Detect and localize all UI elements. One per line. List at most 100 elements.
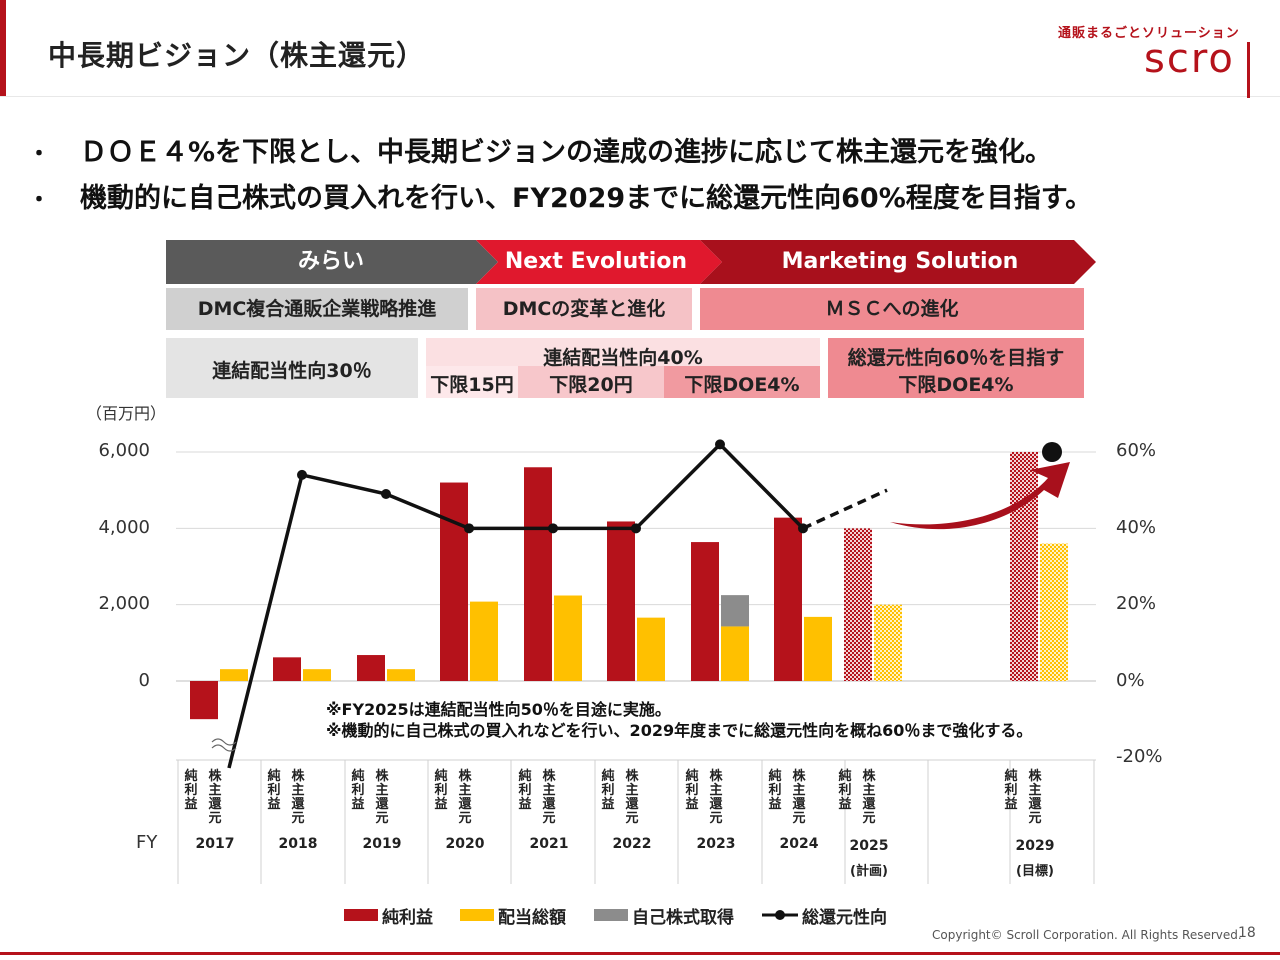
bar-label-shareholder-return: 主 — [291, 782, 304, 798]
bar-label-shareholder-return: 還 — [291, 796, 305, 812]
bar-label-shareholder-return: 元 — [709, 811, 722, 826]
bar-label-shareholder-return: 元 — [208, 811, 221, 826]
unit-label: （百万円） — [86, 404, 167, 423]
logo-tagline: 通販まるごとソリューション — [1058, 26, 1240, 41]
y-tick-left: 0 — [138, 670, 150, 691]
bullet-mark: ・ — [28, 142, 51, 167]
policy-box-2c — [664, 366, 820, 398]
bar-label-net-income: 純 — [601, 768, 614, 784]
bar-label-net-income: 利 — [685, 782, 698, 798]
logo-bar — [1247, 42, 1250, 98]
bar-net-income-2029 — [1010, 452, 1038, 681]
bar-buyback-2023 — [721, 595, 749, 627]
copyright-text: Copyright© Scroll Corporation. All Right… — [932, 928, 1242, 942]
bar-label-net-income: 利 — [267, 782, 280, 798]
policy-sublabel: 下限15円 — [430, 374, 514, 396]
bar-label-shareholder-return: 還 — [458, 796, 472, 812]
axis-break-marker — [211, 738, 237, 752]
bar-label-net-income: 益 — [267, 796, 280, 812]
bar-dividend-2018 — [303, 669, 331, 681]
bar-net-income-2021 — [524, 467, 552, 681]
page-title: 中長期ビジョン（株主還元） — [48, 39, 426, 72]
header-divider — [0, 96, 1280, 97]
growth-arrow — [890, 462, 1070, 530]
strategy-label: DMC複合通販企業戦略推進 — [197, 298, 437, 320]
bullet-mark: ・ — [28, 188, 51, 213]
bar-label-shareholder-return: 還 — [709, 796, 723, 812]
chevron-label: みらい — [297, 249, 364, 274]
point-payout-2023 — [715, 439, 725, 450]
strategy-box-3 — [700, 288, 1084, 330]
chevron-label: Next Evolution — [504, 249, 688, 274]
bar-dividend-2022 — [637, 617, 665, 681]
bar-label-shareholder-return: 株 — [625, 768, 639, 784]
bar-label-shareholder-return: 元 — [862, 811, 875, 826]
bar-label-shareholder-return: 主 — [542, 782, 555, 798]
company-logo: scro — [1144, 36, 1235, 82]
bar-label-shareholder-return: 元 — [792, 811, 805, 826]
bullet-text: 機動的に自己株式の買入れを行い、FY2029までに総還元性向60%程度を目指す。 — [80, 183, 1093, 214]
bar-label-shareholder-return: 還 — [862, 796, 876, 812]
bar-net-income-2019 — [357, 655, 385, 681]
bar-label-net-income: 益 — [434, 796, 447, 812]
y-tick-left: 2,000 — [98, 593, 150, 614]
bar-label-net-income: 純 — [838, 768, 851, 784]
legend-swatch — [460, 909, 494, 921]
bar-label-shareholder-return: 元 — [625, 811, 638, 826]
bar-label-net-income: 益 — [601, 796, 614, 812]
bar-dividend-2024 — [804, 616, 832, 681]
x-tick-year: 2020 — [446, 836, 485, 852]
bar-dividend-2023 — [721, 626, 749, 681]
bar-label-net-income: 益 — [685, 796, 698, 812]
bullet-item: ・ 機動的に自己株式の買入れを行い、FY2029までに総還元性向60%程度を目指す… — [28, 176, 1092, 215]
legend-swatch — [594, 909, 628, 921]
bar-label-shareholder-return: 還 — [1028, 796, 1042, 812]
x-tick-year: 2019 — [363, 836, 402, 852]
bar-label-shareholder-return: 主 — [625, 782, 638, 798]
bar-label-shareholder-return: 株 — [1028, 768, 1042, 784]
policy-label: 連結配当性向40% — [543, 347, 703, 369]
bar-label-shareholder-return: 還 — [792, 796, 806, 812]
bar-dividend-2017 — [220, 669, 248, 681]
chart-note: ※FY2025は連結配当性向50％を目途に実施。 — [326, 700, 671, 719]
bar-label-shareholder-return: 株 — [792, 768, 806, 784]
bar-label-net-income: 益 — [518, 796, 531, 812]
bar-label-shareholder-return: 主 — [792, 782, 805, 798]
legend-swatch — [344, 909, 378, 921]
legend-label: 総還元性向 — [802, 908, 887, 928]
policy-sublabel: 下限20円 — [549, 374, 633, 396]
x-tick-year: 2017 — [196, 836, 235, 852]
bar-label-shareholder-return: 主 — [458, 782, 471, 798]
legend-label: 純利益 — [382, 908, 433, 928]
bar-label-shareholder-return: 元 — [375, 811, 388, 826]
x-tick-year: 2021 — [530, 836, 569, 852]
y-tick-left: 4,000 — [98, 517, 150, 538]
bar-label-shareholder-return: 株 — [208, 768, 222, 784]
y-tick-right: -20% — [1116, 746, 1163, 767]
bar-label-shareholder-return: 株 — [542, 768, 556, 784]
bar-label-shareholder-return: 株 — [458, 768, 472, 784]
x-tick-year: 2018 — [279, 836, 318, 852]
bar-label-net-income: 益 — [768, 796, 781, 812]
bar-label-shareholder-return: 株 — [709, 768, 723, 784]
policy-box-2b — [518, 366, 664, 398]
strategy-box-2 — [476, 288, 692, 330]
bar-label-shareholder-return: 元 — [291, 811, 304, 826]
strategy-box-1 — [166, 288, 468, 330]
chevron-next-evolution — [476, 240, 722, 284]
x-tick-year: 2022 — [613, 836, 652, 852]
bar-dividend-2019 — [387, 669, 415, 681]
y-tick-right: 20% — [1116, 593, 1157, 614]
chevron-label: Marketing Solution — [781, 249, 1019, 274]
bullet-text: ＤＯＥ４%を下限とし、中長期ビジョンの達成の進捗に応じて株主還元を強化。 — [80, 137, 1053, 168]
bar-label-net-income: 益 — [351, 796, 364, 812]
bar-label-net-income: 純 — [434, 768, 447, 784]
bar-dividend-2020 — [470, 601, 498, 681]
bar-label-net-income: 純 — [1004, 768, 1017, 784]
x-axis-title: FY — [136, 832, 158, 853]
bar-label-shareholder-return: 主 — [208, 782, 221, 798]
x-tick-sublabel: (目標) — [1016, 863, 1054, 879]
policy-sublabel: 下限DOE4% — [898, 374, 1014, 396]
bar-label-net-income: 利 — [351, 782, 364, 798]
bar-label-shareholder-return: 還 — [375, 796, 389, 812]
